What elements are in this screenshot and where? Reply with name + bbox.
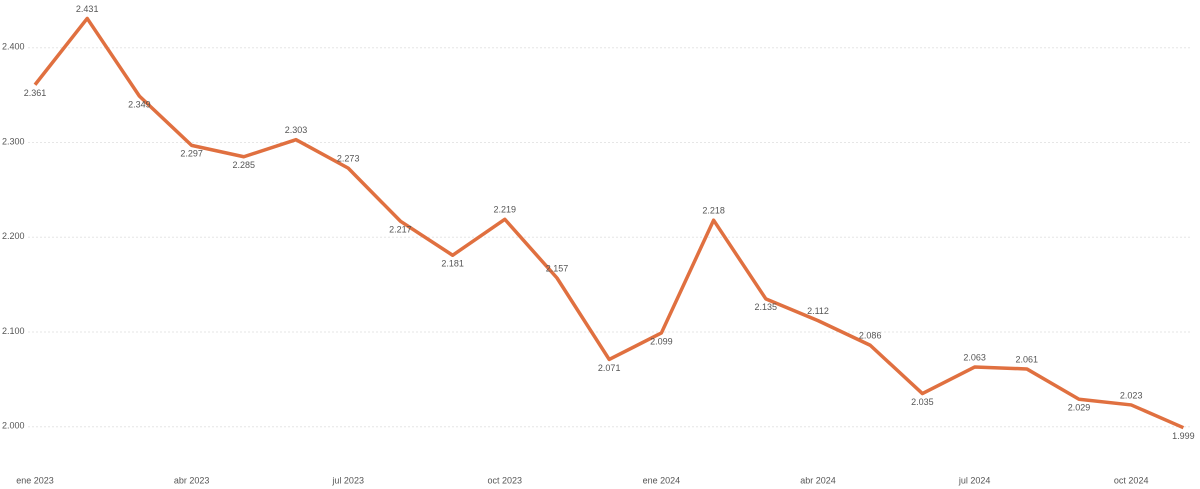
data-label: 2.029 [1068,403,1091,413]
x-tick-label: ene 2024 [643,475,681,485]
data-label: 2.273 [337,153,360,163]
data-label: 2.086 [859,331,882,341]
data-label: 2.219 [494,205,517,215]
y-tick-label: 2.100 [2,326,25,336]
x-tick-label: oct 2023 [488,475,523,485]
data-label: 2.099 [650,336,673,346]
y-tick-label: 2.300 [2,136,25,146]
data-label: 2.023 [1120,390,1143,400]
data-label: 2.135 [755,302,778,312]
x-tick-label: jul 2023 [331,475,364,485]
data-line [33,16,1185,430]
data-label: 1.999 [1172,431,1195,441]
x-tick-label: oct 2024 [1114,475,1149,485]
data-label: 2.285 [233,160,256,170]
data-label: 2.071 [598,363,621,373]
data-label: 2.063 [963,352,986,362]
data-label: 2.217 [389,225,412,235]
data-label: 2.112 [807,306,829,316]
y-tick-label: 2.400 [2,42,25,52]
data-label: 2.061 [1016,354,1039,364]
data-label: 2.361 [24,88,47,98]
x-tick-label: jul 2024 [958,475,991,485]
data-label: 2.303 [285,125,308,135]
data-label: 2.157 [546,263,569,273]
data-label: 2.297 [180,149,203,159]
x-tick-label: ene 2023 [16,475,54,485]
data-label: 2.431 [76,4,99,14]
x-tick-label: abr 2024 [800,475,836,485]
x-tick-label: abr 2023 [174,475,210,485]
data-label: 2.218 [702,206,725,216]
data-label: 2.035 [911,397,934,407]
y-tick-label: 2.000 [2,421,25,431]
y-tick-label: 2.200 [2,231,25,241]
data-label: 2.181 [441,259,464,269]
data-label: 2.349 [128,99,151,109]
